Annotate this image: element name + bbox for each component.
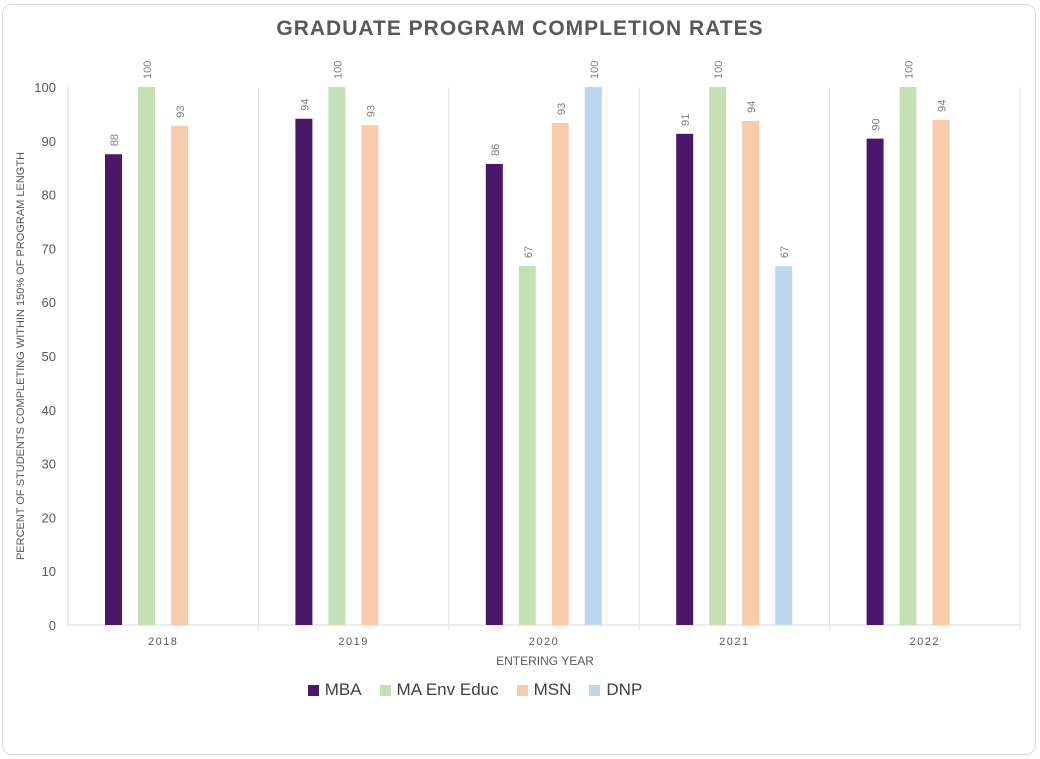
legend-item: MA Env Educ: [379, 680, 499, 700]
legend-swatch: [379, 684, 391, 696]
x-tick-label: 2020: [529, 636, 559, 648]
data-label: 93: [365, 105, 377, 117]
data-label: 67: [523, 246, 535, 258]
bar-mba: [105, 154, 122, 625]
y-tick-label: 0: [49, 618, 56, 633]
y-tick-label: 100: [34, 80, 56, 95]
bar-mba: [676, 133, 694, 625]
legend-label: DNP: [606, 680, 643, 699]
chart-title: GRADUATE PROGRAM COMPLETION RATES: [276, 17, 764, 40]
data-label: 94: [937, 100, 949, 112]
y-tick-label: 10: [42, 564, 56, 579]
y-tick-label: 60: [42, 295, 56, 310]
data-label: 100: [332, 61, 344, 79]
legend-swatch: [307, 684, 319, 696]
legend-label: MSN: [533, 680, 572, 699]
legend-item: MBA: [307, 680, 362, 700]
data-label: 100: [904, 61, 916, 79]
y-tick-label: 90: [42, 134, 56, 149]
data-label: 90: [871, 118, 883, 130]
data-label: 88: [109, 134, 121, 146]
y-tick-label: 40: [42, 403, 56, 418]
bar-mba: [485, 163, 503, 625]
bar-ma-env-educ: [138, 87, 155, 625]
x-axis-label: ENTERING YEAR: [496, 654, 594, 668]
legend-label: MA Env Educ: [396, 680, 499, 699]
data-label: 86: [490, 144, 502, 156]
y-tick-label: 80: [42, 188, 56, 203]
x-tick-label: 2022: [910, 636, 940, 648]
bar-dnp: [775, 266, 793, 625]
x-tick-label: 2019: [338, 636, 368, 648]
data-label: 100: [142, 61, 154, 79]
data-label: 93: [556, 103, 568, 115]
y-tick-label: 20: [42, 510, 56, 525]
y-tick-label: 70: [42, 241, 56, 256]
data-label: 93: [175, 105, 187, 117]
data-label: 67: [779, 246, 791, 258]
bar-dnp: [584, 87, 602, 625]
y-tick-label: 50: [42, 349, 56, 364]
bar-mba: [295, 118, 313, 625]
bar-msn: [551, 123, 569, 626]
legend: MBA MA Env Educ MSN DNP: [0, 680, 950, 700]
legend-swatch: [516, 684, 528, 696]
data-label: 94: [299, 98, 311, 110]
bar-msn: [171, 125, 188, 626]
chart-frame: [2, 4, 1036, 755]
y-tick-label: 30: [42, 457, 56, 472]
bar-ma-env-educ: [328, 87, 346, 625]
bar-ma-env-educ: [518, 266, 536, 625]
data-label: 100: [713, 61, 725, 79]
data-label: 94: [746, 101, 758, 113]
bar-msn: [742, 120, 760, 626]
bar-ma-env-educ: [899, 87, 917, 625]
bar-ma-env-educ: [709, 87, 727, 625]
bar-mba: [866, 138, 884, 625]
legend-item: MSN: [516, 680, 572, 700]
x-tick-label: 2021: [719, 636, 749, 648]
bar-msn: [932, 119, 950, 626]
legend-swatch: [589, 684, 601, 696]
legend-item: DNP: [589, 680, 642, 700]
x-tick-label: 2018: [148, 636, 178, 648]
bar-msn: [361, 125, 379, 625]
data-label: 91: [680, 114, 692, 126]
data-label: 100: [589, 61, 601, 79]
legend-label: MBA: [324, 680, 362, 699]
